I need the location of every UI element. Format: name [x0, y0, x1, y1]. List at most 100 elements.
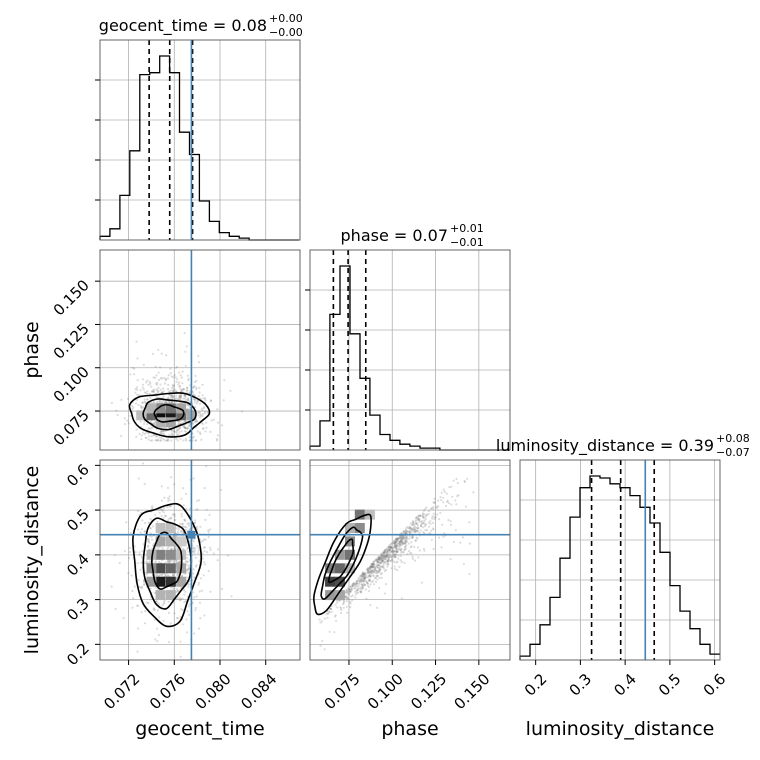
contours-0-2: [132, 502, 203, 628]
sample-point: [346, 597, 349, 600]
sample-point: [368, 574, 371, 577]
sample-point: [455, 503, 458, 506]
sample-point: [384, 555, 387, 558]
sample-point: [188, 384, 192, 387]
sample-point: [187, 585, 190, 588]
sample-point: [158, 378, 161, 381]
sample-point: [136, 562, 139, 565]
sample-point: [167, 374, 170, 377]
sample-point: [195, 439, 198, 442]
sample-point: [152, 390, 155, 393]
sample-point: [201, 409, 204, 412]
sample-point: [400, 536, 403, 540]
sample-point: [355, 582, 358, 585]
sample-point: [184, 427, 187, 430]
sample-point: [203, 550, 206, 553]
sample-point: [162, 387, 165, 390]
sample-point: [167, 600, 170, 604]
sample-point: [162, 602, 165, 605]
sample-point: [157, 633, 160, 637]
sample-point: [381, 557, 384, 560]
sample-point: [174, 546, 177, 549]
sample-point: [377, 558, 380, 561]
sample-point: [391, 549, 394, 553]
sample-point: [202, 427, 205, 430]
sample-point: [141, 519, 144, 522]
sample-point: [207, 570, 210, 573]
sample-point: [407, 530, 410, 534]
sample-point: [169, 396, 172, 399]
sample-point: [408, 525, 411, 528]
x-tick-label: 0.4: [610, 670, 640, 700]
sample-point: [196, 544, 199, 548]
sample-point: [360, 580, 363, 583]
sample-point: [385, 554, 388, 557]
sample-point: [370, 566, 373, 569]
sample-point: [216, 408, 219, 411]
sample-point: [361, 584, 364, 588]
sample-point: [369, 565, 372, 569]
sample-point: [318, 618, 321, 621]
density-cell: [155, 403, 166, 414]
sample-point: [370, 571, 373, 574]
density-cell: [345, 563, 355, 574]
sample-point: [387, 553, 390, 556]
sample-point: [373, 560, 376, 563]
sample-point: [403, 530, 406, 533]
sample-point: [202, 427, 205, 430]
sample-point: [414, 526, 417, 529]
sample-point: [393, 544, 396, 547]
sample-point: [186, 408, 189, 411]
sample-point: [347, 592, 350, 595]
panel-frame-2-2: [519, 459, 721, 661]
sample-point: [402, 535, 405, 538]
sample-point: [151, 390, 154, 393]
sample-point: [361, 586, 364, 589]
sample-point: [379, 567, 382, 571]
sample-point: [168, 517, 171, 520]
histogram-step: [519, 475, 720, 660]
sample-point: [464, 505, 467, 508]
sample-point: [187, 399, 190, 402]
sample-point: [177, 397, 180, 400]
sample-point: [180, 430, 183, 433]
sample-point: [197, 395, 200, 398]
sample-point: [333, 631, 336, 634]
sample-point: [186, 389, 189, 392]
title-main: phase = 0.07: [341, 226, 448, 245]
sample-point: [182, 388, 185, 391]
sample-point: [376, 565, 379, 568]
sample-point: [390, 542, 393, 545]
sample-point: [136, 528, 140, 531]
sample-point: [390, 558, 393, 561]
sample-point: [390, 556, 393, 559]
sample-point: [178, 560, 181, 564]
sample-point: [114, 607, 117, 611]
sample-point: [379, 556, 382, 559]
sample-point: [169, 476, 173, 479]
sample-point: [440, 491, 443, 494]
sample-point: [408, 542, 411, 545]
density-cell: [325, 590, 336, 601]
sample-point: [161, 401, 164, 404]
sample-point: [173, 373, 176, 377]
sample-point: [161, 604, 164, 607]
sample-point: [403, 542, 406, 545]
sample-point: [336, 601, 339, 604]
sample-point: [362, 580, 365, 583]
sample-point: [201, 394, 204, 397]
sample-point: [339, 607, 342, 610]
sample-point: [153, 421, 157, 424]
sample-point: [194, 439, 197, 442]
sample-point: [417, 514, 420, 517]
sample-point: [378, 557, 381, 560]
sample-point: [402, 541, 405, 544]
sample-point: [141, 386, 144, 389]
density-cell: [176, 536, 187, 547]
sample-point: [387, 559, 390, 562]
sample-point: [396, 542, 399, 545]
sample-point: [139, 531, 142, 534]
sample-point: [169, 559, 172, 562]
sample-point: [166, 519, 170, 522]
sample-point: [205, 421, 208, 424]
